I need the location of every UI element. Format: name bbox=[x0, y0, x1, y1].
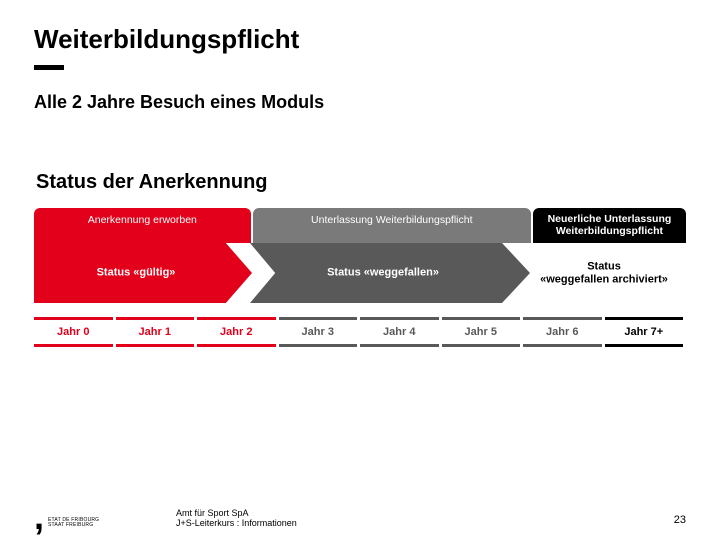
logo: , ETAT DE FRIBOURG STAAT FREIBURG bbox=[34, 498, 104, 528]
logo-line-2: STAAT FREIBURG bbox=[48, 523, 99, 528]
header-omitted-again: Neuerliche Unterlassung Weiterbildungspf… bbox=[533, 208, 686, 243]
slide: Weiterbildungspflicht Alle 2 Jahre Besuc… bbox=[0, 0, 720, 540]
arrows-row: Status «gültig» Status «weggefallen» Sta… bbox=[34, 243, 686, 303]
status-heading: Status der Anerkennung bbox=[36, 171, 686, 194]
page-title: Weiterbildungspflicht bbox=[34, 24, 686, 55]
year-7plus: Jahr 7+ bbox=[605, 317, 684, 347]
years-row: Jahr 0 Jahr 1 Jahr 2 Jahr 3 Jahr 4 Jahr … bbox=[34, 317, 686, 347]
header-omitted: Unterlassung Weiterbildungspflicht bbox=[253, 208, 531, 243]
year-5: Jahr 5 bbox=[442, 317, 521, 347]
arrow-label-valid: Status «gültig» bbox=[34, 267, 252, 280]
footer: , ETAT DE FRIBOURG STAAT FREIBURG Amt fü… bbox=[34, 498, 686, 528]
year-0: Jahr 0 bbox=[34, 317, 113, 347]
year-1: Jahr 1 bbox=[116, 317, 195, 347]
year-4: Jahr 4 bbox=[360, 317, 439, 347]
title-underline bbox=[34, 65, 64, 70]
year-3: Jahr 3 bbox=[279, 317, 358, 347]
page-number: 23 bbox=[674, 514, 686, 526]
footer-meta: Amt für Sport SpA J+S-Leiterkurs : Infor… bbox=[176, 508, 297, 528]
year-2: Jahr 2 bbox=[197, 317, 276, 347]
arrow-archived: Status «weggefallen archiviert» bbox=[528, 243, 682, 303]
subtitle-text: Alle 2 Jahre Besuch eines Moduls bbox=[34, 92, 686, 113]
footer-line-2: J+S-Leiterkurs : Informationen bbox=[176, 518, 297, 528]
arrow-dropped: Status «weggefallen» bbox=[250, 243, 530, 303]
header-acquired: Anerkennung erworben bbox=[34, 208, 251, 243]
headers-row: Anerkennung erworben Unterlassung Weiter… bbox=[34, 208, 686, 243]
year-6: Jahr 6 bbox=[523, 317, 602, 347]
arrow-valid: Status «gültig» bbox=[34, 243, 252, 303]
logo-text: ETAT DE FRIBOURG STAAT FREIBURG bbox=[48, 518, 99, 529]
logo-mark-icon: , bbox=[34, 506, 44, 528]
footer-line-1: Amt für Sport SpA bbox=[176, 508, 297, 518]
arrow-label-dropped: Status «weggefallen» bbox=[250, 267, 530, 280]
arrow-label-archived: Status «weggefallen archiviert» bbox=[528, 260, 682, 285]
